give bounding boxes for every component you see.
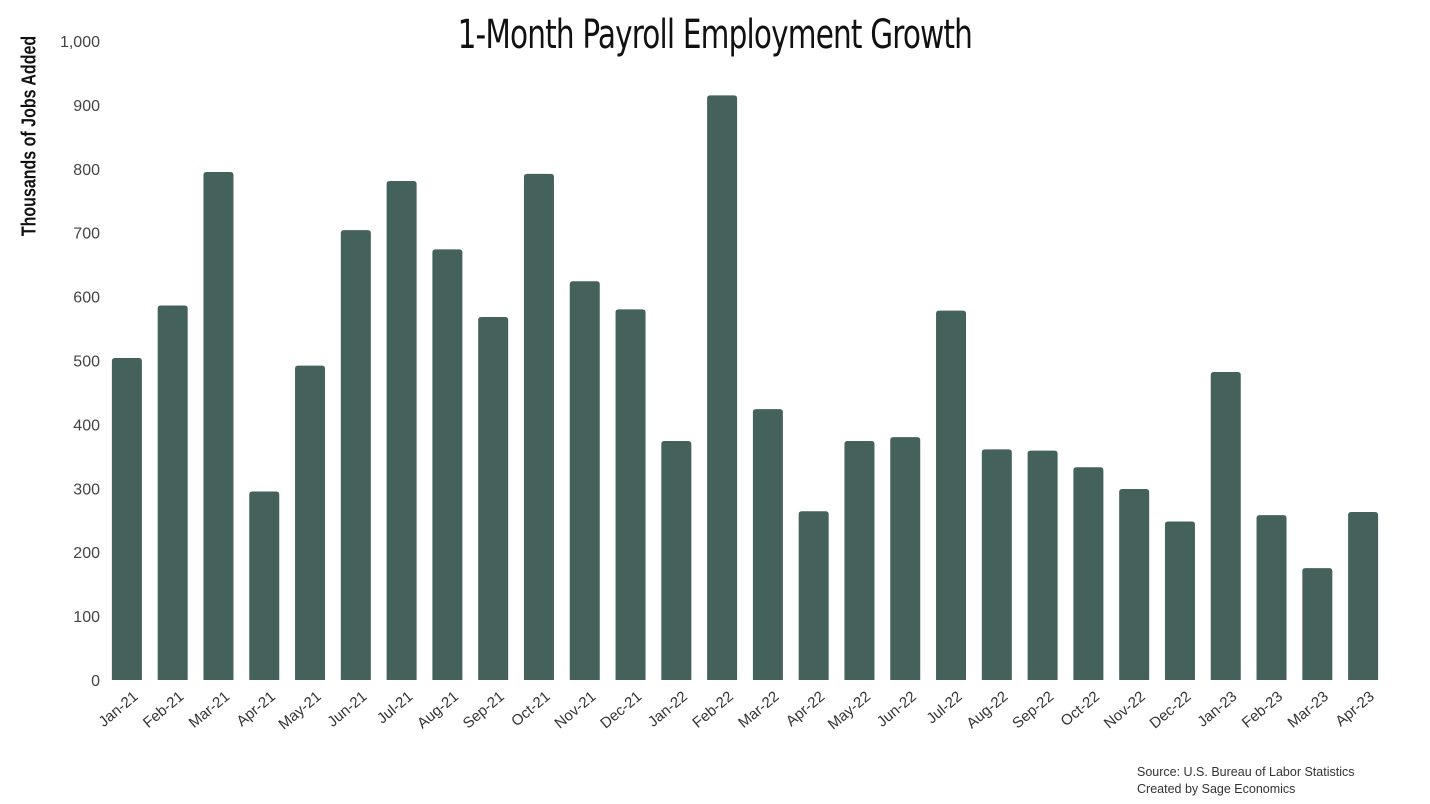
y-tick-label: 600 <box>73 290 100 307</box>
y-axis-ticks: 0 100 200 300 400 500 600 700 800 900 1,000 <box>60 34 100 690</box>
bar-apr-23 <box>1348 511 1379 680</box>
bar-jun-21 <box>340 230 371 681</box>
source-line: Source: U.S. Bureau of Labor Statistics <box>1137 765 1355 779</box>
bar-dec-22 <box>1164 521 1195 680</box>
x-tick-label: Jan-23 <box>1194 688 1240 731</box>
bar-jan-22 <box>661 441 692 680</box>
x-tick-label: Sep-22 <box>1009 688 1057 732</box>
bar-dec-21 <box>615 309 646 680</box>
x-tick-label: Jan-22 <box>645 688 691 731</box>
bar-may-22 <box>844 441 875 680</box>
y-tick-label: 700 <box>73 226 100 243</box>
bar-nov-22 <box>1119 488 1150 680</box>
bar-feb-23 <box>1256 515 1287 680</box>
x-tick-label: Jun-22 <box>874 688 920 731</box>
x-tick-label: Feb-23 <box>1239 688 1286 732</box>
bar-may-21 <box>295 365 326 680</box>
x-tick-label: Jan-21 <box>95 688 141 731</box>
bar-oct-21 <box>523 173 554 681</box>
bar-nov-21 <box>569 281 600 680</box>
x-tick-label: Feb-22 <box>689 688 736 732</box>
bar-oct-22 <box>1073 467 1104 680</box>
x-tick-label: May-21 <box>275 688 324 733</box>
bar-feb-22 <box>707 95 738 680</box>
x-tick-label: Oct-21 <box>508 688 553 730</box>
x-tick-label: Jul-22 <box>923 688 965 727</box>
bar-jul-21 <box>386 180 417 681</box>
chart-title: 1-Month Payroll Employment Growth <box>457 12 973 58</box>
y-tick-label: 900 <box>73 98 100 115</box>
x-tick-label: Sep-21 <box>460 688 508 732</box>
bar-jan-21 <box>111 357 142 680</box>
x-tick-label: Aug-22 <box>963 688 1011 732</box>
bar-apr-22 <box>798 511 829 680</box>
x-tick-label: Nov-21 <box>551 688 599 732</box>
bar-sep-21 <box>478 317 509 680</box>
x-tick-label: Feb-21 <box>140 688 187 732</box>
bar-mar-22 <box>752 409 783 680</box>
y-tick-label: 200 <box>73 545 100 562</box>
x-tick-label: Jun-21 <box>324 688 370 731</box>
x-tick-label: Apr-22 <box>783 688 828 730</box>
bar-sep-22 <box>1027 450 1058 680</box>
x-tick-label: May-22 <box>825 688 874 733</box>
x-tick-label: Oct-22 <box>1058 688 1103 730</box>
x-tick-label: Dec-21 <box>597 688 645 732</box>
y-tick-label: 800 <box>73 162 100 179</box>
bar-apr-21 <box>249 491 280 680</box>
y-tick-label: 0 <box>91 673 100 690</box>
bar-feb-21 <box>157 305 188 680</box>
credit-line: Created by Sage Economics <box>1137 782 1296 796</box>
source-note: Source: U.S. Bureau of Labor Statistics … <box>1137 764 1354 798</box>
x-tick-label: Nov-22 <box>1101 688 1149 732</box>
y-tick-label: 300 <box>73 481 100 498</box>
x-tick-label: Mar-22 <box>735 688 782 732</box>
bars <box>111 95 1379 681</box>
y-tick-label: 100 <box>73 609 100 626</box>
bar-jan-23 <box>1210 372 1241 680</box>
bar-aug-22 <box>981 449 1012 680</box>
bar-jul-22 <box>936 310 967 680</box>
x-tick-label: Mar-21 <box>186 688 233 732</box>
x-tick-label: Dec-22 <box>1147 688 1195 732</box>
x-tick-label: Aug-21 <box>414 688 462 732</box>
bar-aug-21 <box>432 249 463 680</box>
x-tick-label: Apr-23 <box>1332 688 1377 730</box>
bar-jun-22 <box>890 437 921 680</box>
x-tick-label: Jul-21 <box>374 688 416 727</box>
x-tick-label: Apr-21 <box>233 688 278 730</box>
y-tick-label: 400 <box>73 417 100 434</box>
y-tick-label: 1,000 <box>60 34 100 51</box>
x-tick-label: Mar-23 <box>1285 688 1332 732</box>
bar-mar-23 <box>1302 568 1333 680</box>
y-tick-label: 500 <box>73 354 100 371</box>
bar-mar-21 <box>203 171 234 680</box>
